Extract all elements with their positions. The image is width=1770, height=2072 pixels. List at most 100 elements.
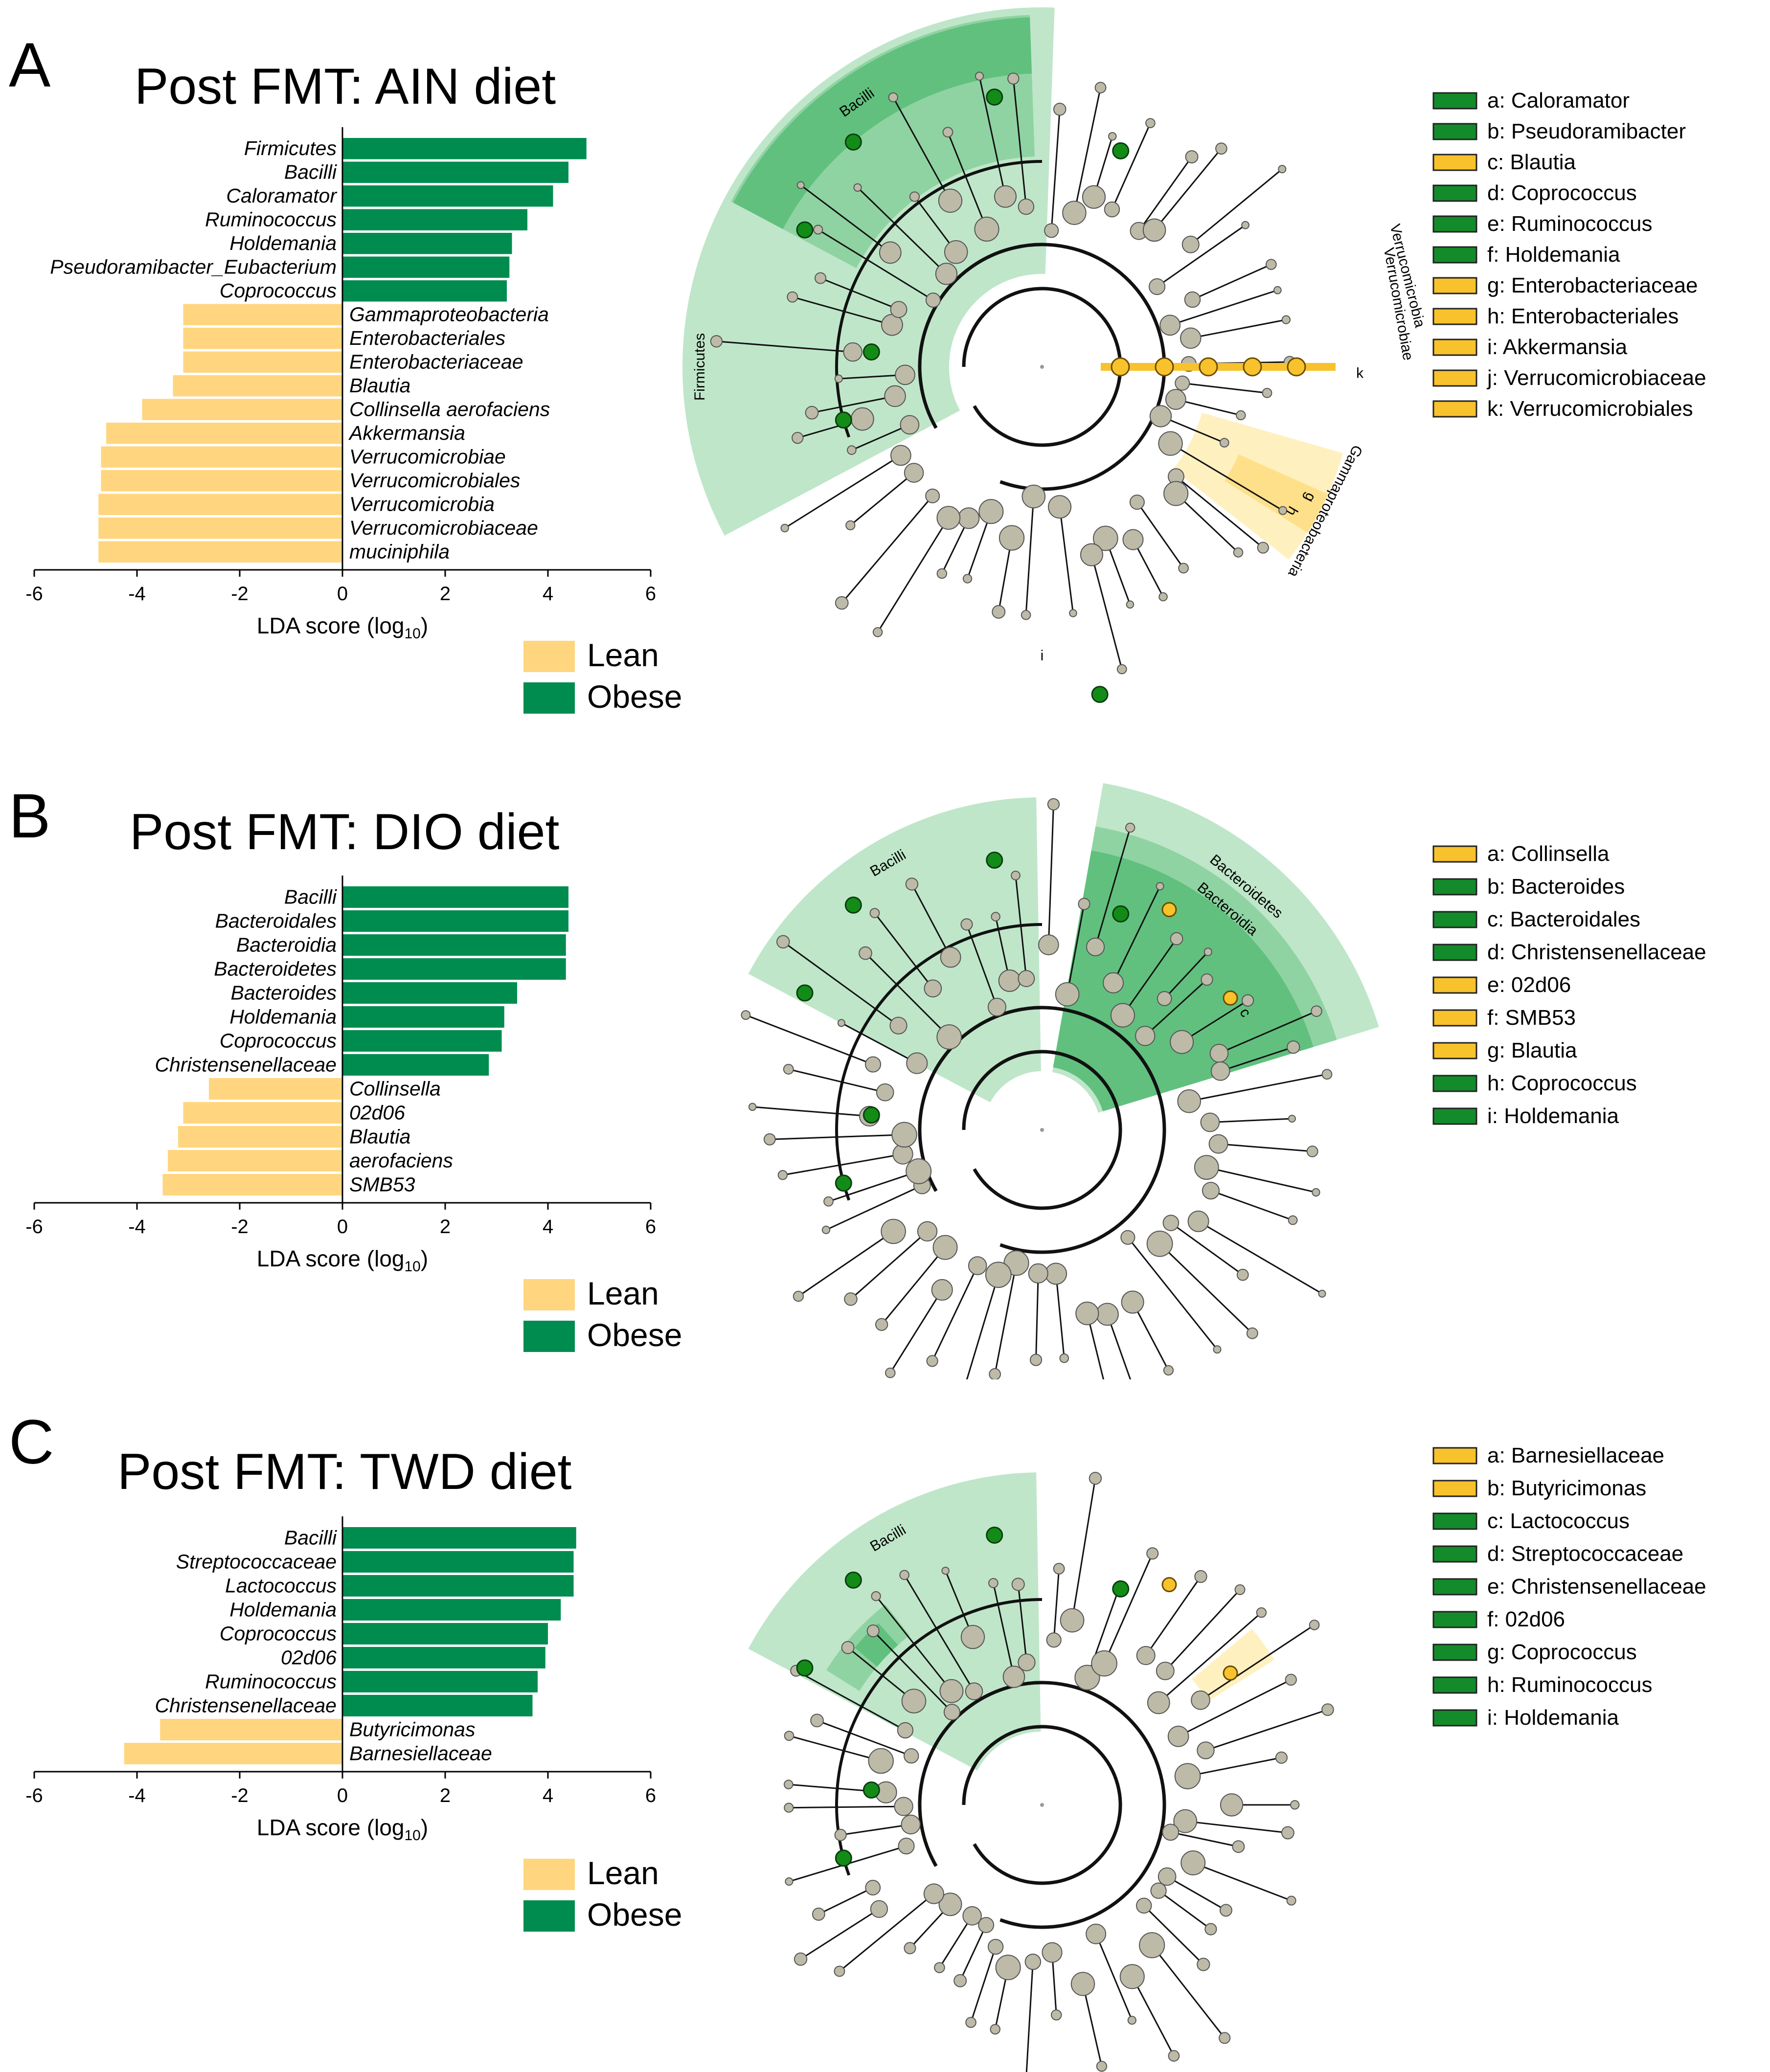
bar-label: 02d06 xyxy=(281,1646,337,1668)
clade-branch xyxy=(839,374,906,380)
clade-node xyxy=(935,263,958,285)
clade-node xyxy=(1173,1809,1198,1833)
clade-legend-label: e: Christensenellaceae xyxy=(1487,1575,1706,1599)
clade-branch xyxy=(1025,1961,1034,2072)
x-tick-label: 4 xyxy=(543,583,553,605)
leaf-node xyxy=(1185,150,1199,164)
x-tick-label: 2 xyxy=(440,1216,451,1238)
bar xyxy=(342,161,568,183)
clade-branch xyxy=(847,1647,914,1702)
bar xyxy=(162,1174,342,1195)
leaf-node xyxy=(780,523,789,533)
leaf-node xyxy=(1278,506,1288,515)
bar xyxy=(124,1743,342,1764)
clade-legend-label: f: SMB53 xyxy=(1487,1006,1576,1030)
clade-legend-swatch xyxy=(1432,369,1477,387)
leaf-node xyxy=(988,1578,998,1588)
clade-branch xyxy=(881,1247,946,1325)
clade-legend-label: i: Holdemania xyxy=(1487,1104,1619,1128)
bar-label: Blautia xyxy=(349,374,410,397)
leaf-node xyxy=(810,1713,824,1728)
leaf-node xyxy=(942,127,953,138)
clade-node xyxy=(1170,1030,1194,1054)
leaf-node xyxy=(1246,1327,1258,1339)
leaf-node xyxy=(1089,1472,1102,1485)
clade-branch xyxy=(1178,1679,1292,1737)
leaf-node xyxy=(905,878,919,891)
leaf-node xyxy=(1194,1570,1207,1583)
legend-obese-swatch xyxy=(523,1900,575,1932)
clade-branch xyxy=(1145,1576,1202,1656)
x-tick-label: -4 xyxy=(128,1216,146,1238)
leaf-node xyxy=(763,1133,776,1146)
leaf-node xyxy=(871,1591,881,1601)
bar xyxy=(342,280,507,302)
clade-legend-label: b: Butyricimonas xyxy=(1487,1476,1646,1500)
clade-legend-swatch xyxy=(1432,246,1477,264)
bar xyxy=(183,304,342,325)
enriched-node-lean xyxy=(1223,1665,1238,1681)
clade-node xyxy=(1091,1650,1117,1677)
leaf-node xyxy=(1321,1069,1333,1080)
enriched-node-obese xyxy=(862,343,880,360)
leaf-node xyxy=(859,946,872,960)
clade-node xyxy=(938,1892,962,1916)
bar-label: Verrucomicrobiaceae xyxy=(349,517,538,539)
leaf-node xyxy=(834,1828,847,1841)
clade-legend-label: f: Holdemania xyxy=(1487,243,1620,267)
bar xyxy=(183,1102,342,1124)
clade-node xyxy=(1162,1824,1180,1841)
leaf-node xyxy=(776,935,790,949)
clade-legend-label: g: Enterobacteriaceae xyxy=(1487,273,1698,297)
bar-label: Holdemania xyxy=(229,1598,337,1621)
clade-node xyxy=(962,1906,982,1926)
leaf-node xyxy=(934,1962,945,1973)
enriched-node-lean xyxy=(1287,357,1306,377)
leaf-node xyxy=(845,520,856,531)
clade-legend-label: d: Christensenellaceae xyxy=(1487,940,1706,964)
clade-sector xyxy=(1192,1629,1274,1702)
clade-branch xyxy=(789,1805,904,1809)
leaf-node xyxy=(794,1952,808,1966)
x-tick-label: -4 xyxy=(128,1785,146,1806)
bar xyxy=(342,138,587,159)
clade-node xyxy=(1157,991,1172,1006)
clade-node xyxy=(1055,982,1080,1007)
clade-branch xyxy=(1198,1220,1323,1295)
clade-legend-label: d: Coprococcus xyxy=(1487,181,1637,205)
leaf-node xyxy=(1053,103,1067,116)
bar xyxy=(183,351,342,373)
clade-legend-swatch xyxy=(1432,976,1477,994)
clade-legend-label: f: 02d06 xyxy=(1487,1607,1565,1631)
bar-label: Enterobacteriaceae xyxy=(349,350,523,373)
clade-legend-swatch xyxy=(1432,911,1477,928)
clade-branch xyxy=(1206,1167,1316,1194)
clade-node xyxy=(891,1122,917,1148)
clade-branch xyxy=(1017,1584,1027,1663)
clade-legend-swatch xyxy=(1432,1709,1477,1727)
clade-branch xyxy=(770,1134,905,1140)
bar-label: Coprococcus xyxy=(220,279,337,302)
bar xyxy=(106,423,342,444)
clade-node xyxy=(1120,1230,1135,1245)
clade-node xyxy=(1119,1964,1145,1989)
clade-branch xyxy=(1220,1046,1294,1072)
clade-branch xyxy=(1071,1478,1096,1621)
enriched-node-obese xyxy=(844,133,862,151)
clade-node xyxy=(1177,1089,1201,1113)
leaf-node xyxy=(962,574,973,584)
bar xyxy=(101,446,342,468)
enriched-node-obese xyxy=(796,221,814,239)
clade-branch xyxy=(1210,1190,1293,1221)
clade-branch xyxy=(841,1022,917,1064)
leaf-node xyxy=(841,1641,855,1654)
enriched-node-obese xyxy=(796,1659,814,1677)
clade-branch xyxy=(1176,476,1264,548)
clade-branch xyxy=(1095,1934,1133,2021)
clade-branch xyxy=(1111,123,1151,210)
bar-label: Enterobacteriales xyxy=(349,327,505,349)
bar xyxy=(342,934,566,956)
clade-node xyxy=(1210,1061,1230,1081)
leaf-node xyxy=(784,1731,794,1741)
leaf-node xyxy=(888,92,898,103)
